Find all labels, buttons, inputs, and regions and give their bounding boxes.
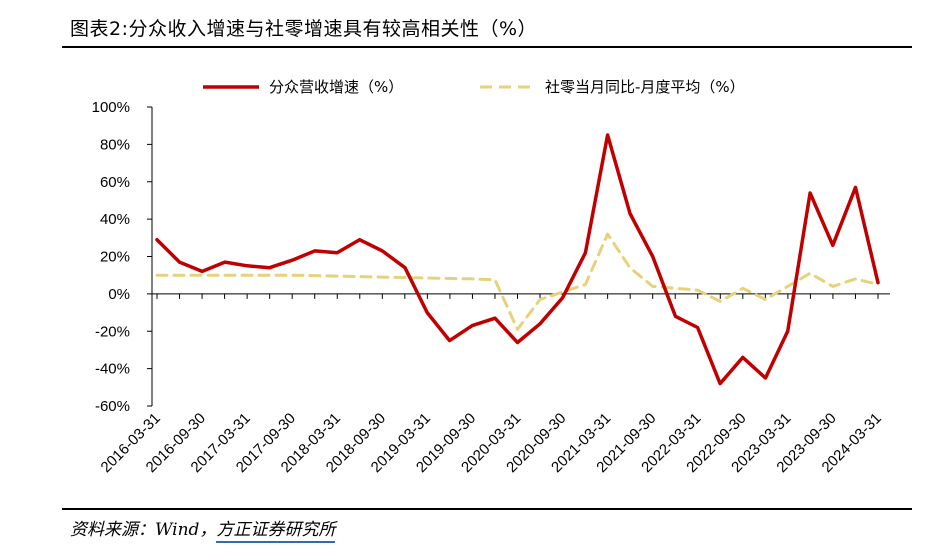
title-rule — [62, 46, 912, 48]
y-tick-label: 20% — [100, 249, 130, 266]
series-line-revenue — [155, 133, 880, 386]
source-brand: 方正证券研究所 — [216, 520, 336, 543]
y-tick-label: -20% — [95, 323, 130, 340]
y-tick-label: -60% — [95, 398, 130, 415]
footer-rule — [62, 508, 912, 510]
legend: 分众营收增速（%） 社零当月同比-月度平均（%） — [203, 78, 745, 96]
source-prefix: 资料来源：Wind， — [70, 520, 217, 540]
legend-label-retail: 社零当月同比-月度平均（%） — [545, 78, 745, 96]
axes: 100%80%60%40%20%0%-20%-40%-60%2016-03-31… — [92, 99, 890, 476]
source-note: 资料来源：Wind，方正证券研究所 — [70, 515, 336, 543]
y-tick-label: 100% — [92, 99, 130, 116]
chart-title: 图表2:分众收入增速与社零增速具有较高相关性（%） — [70, 18, 538, 40]
y-tick-label: -40% — [95, 361, 130, 378]
legend-label-revenue: 分众营收增速（%） — [269, 78, 403, 96]
y-tick-label: 60% — [100, 174, 130, 191]
series-line-retail — [155, 232, 880, 331]
y-tick-label: 0% — [108, 286, 130, 303]
series-group — [155, 133, 880, 386]
y-tick-label: 80% — [100, 136, 130, 153]
y-tick-label: 40% — [100, 211, 130, 228]
